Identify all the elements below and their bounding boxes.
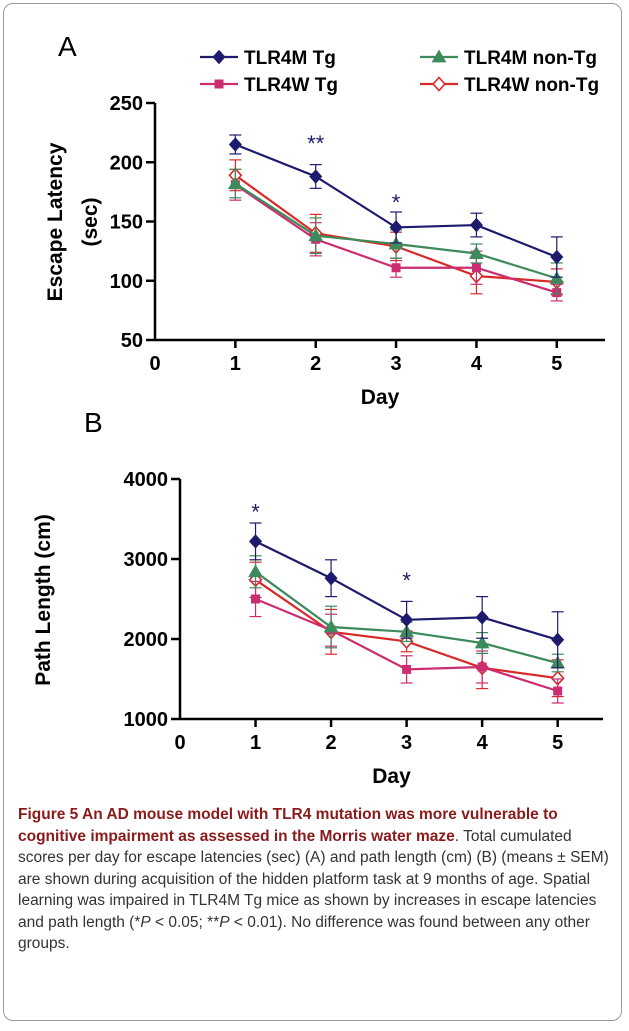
chart-b-series-2-point-4 xyxy=(553,686,563,696)
chart-a-y-tick-label-2: 150 xyxy=(110,212,143,234)
chart-b-x-tick-label-0: 0 xyxy=(174,732,185,754)
chart-a-x-tick-label-5: 5 xyxy=(551,353,562,375)
chart-a-annotation-1: * xyxy=(392,190,401,215)
chart-a-y-tick-label-4: 250 xyxy=(110,93,143,115)
chart-b-y-tick-label-3: 4000 xyxy=(124,469,169,491)
caption-p-1: P xyxy=(140,913,151,931)
chart-a-series-1-point-0 xyxy=(227,176,243,189)
chart-a-series-1-point-3 xyxy=(469,245,484,259)
chart-b-series-1 xyxy=(248,555,566,673)
chart-panel-b: B 1000 2000 3000 4000 0 1 2 3 4 5 Day Path Length (c… xyxy=(32,407,603,788)
chart-a-x-tick-label-1: 1 xyxy=(230,353,241,375)
figure-frame xyxy=(3,3,622,1021)
chart-b-y-tick-label-1: 2000 xyxy=(124,629,169,651)
chart-a-x-tick-label-0: 0 xyxy=(149,353,160,375)
chart-a-y-tick-label-0: 50 xyxy=(121,330,143,352)
chart-b-series-0-point-2 xyxy=(400,612,414,628)
chart-a-legend-label-3: TLR4W non-Tg xyxy=(464,75,599,96)
chart-a-x-tick-label-3: 3 xyxy=(391,353,402,375)
chart-b-x-tick-label-4: 4 xyxy=(477,732,489,754)
chart-a-legend-marker-1 xyxy=(431,49,447,63)
chart-b-panel-label: B xyxy=(84,407,103,438)
caption-text-1: . Total cumulated scores per day for esc… xyxy=(18,827,609,931)
chart-b-series-0-point-3 xyxy=(475,610,489,625)
chart-a-x-axis-label: Day xyxy=(361,386,400,409)
chart-b-series-2-point-3 xyxy=(477,662,487,672)
chart-b-series-0-point-0 xyxy=(249,534,263,549)
chart-b-series-1-point-1 xyxy=(323,619,339,633)
chart-a-x-tick-label-4: 4 xyxy=(471,353,483,375)
chart-b-series-0-point-1 xyxy=(324,570,338,586)
chart-b-series-1-point-0 xyxy=(248,564,263,578)
chart-a-series-1-point-1 xyxy=(308,228,324,242)
caption-text-3: < 0.01). No difference was found between… xyxy=(18,913,590,953)
chart-a-legend-marker-2 xyxy=(214,79,224,89)
chart-b-y-tick-label-2: 3000 xyxy=(124,549,169,571)
chart-b-x-axis-label: Day xyxy=(372,765,411,788)
chart-a-y-tick-label-1: 100 xyxy=(110,271,143,293)
chart-a-series-0-point-1 xyxy=(309,169,323,184)
caption-p-2: P xyxy=(219,913,230,931)
chart-a-series-2-point-3 xyxy=(471,263,481,273)
chart-b-series-1-point-3 xyxy=(474,635,490,649)
chart-a-legend-label-2: TLR4W Tg xyxy=(244,75,338,96)
chart-a-x-tick-label-2: 2 xyxy=(310,353,321,375)
chart-b-y-axis-label: Path Length (cm) xyxy=(32,514,55,686)
chart-b-x-tick-label-2: 2 xyxy=(326,732,337,754)
figure-caption: Figure 5 An AD mouse model with TLR4 mut… xyxy=(18,804,610,955)
chart-b-x-tick-label-5: 5 xyxy=(552,732,563,754)
chart-b-x-tick-label-3: 3 xyxy=(401,732,412,754)
chart-a-y-tick-label-3: 200 xyxy=(110,152,143,174)
chart-a-series-0-point-3 xyxy=(469,217,483,233)
chart-b-series-2-point-0 xyxy=(251,594,261,604)
chart-b-annotation-0: * xyxy=(251,499,260,524)
chart-a-legend-marker-0 xyxy=(212,49,226,65)
chart-a-series-0-point-2 xyxy=(389,220,403,235)
chart-a-y-axis-label-line1: Escape Latency xyxy=(44,142,67,301)
chart-b-annotation-1: * xyxy=(402,568,411,593)
caption-text-2: < 0.05; ** xyxy=(150,913,220,931)
chart-a-panel-label: A xyxy=(58,31,77,62)
chart-a-legend-label-0: TLR4M Tg xyxy=(244,48,336,69)
chart-a-legend-marker-3 xyxy=(432,76,446,92)
chart-b-y-tick-label-0: 1000 xyxy=(124,709,169,731)
caption-title: Figure 5 An AD mouse model with TLR4 mut… xyxy=(18,806,558,845)
chart-b-x-tick-label-1: 1 xyxy=(250,732,261,754)
chart-a-series-0-point-0 xyxy=(228,137,242,152)
chart-a-series-0-point-4 xyxy=(550,249,564,265)
chart-a-series-2-point-2 xyxy=(391,263,401,273)
chart-a-y-axis-label-line2: (sec) xyxy=(79,197,102,246)
chart-b-series-2-point-2 xyxy=(402,664,412,674)
chart-a-annotation-0: ** xyxy=(307,131,325,156)
chart-a-legend: TLR4M Tg TLR4M non-Tg TLR4W Tg TLR4W non-Tg xyxy=(200,48,599,96)
chart-a-legend-label-1: TLR4M non-Tg xyxy=(464,48,597,69)
chart-panel-a: A 50 100 150 200 250 0 1 2 3 4 5 Day Escape Latency (s… xyxy=(44,31,605,409)
chart-b-series-0 xyxy=(249,522,565,669)
chart-a-series-0 xyxy=(228,134,564,278)
chart-b-series-0-point-4 xyxy=(551,632,565,648)
